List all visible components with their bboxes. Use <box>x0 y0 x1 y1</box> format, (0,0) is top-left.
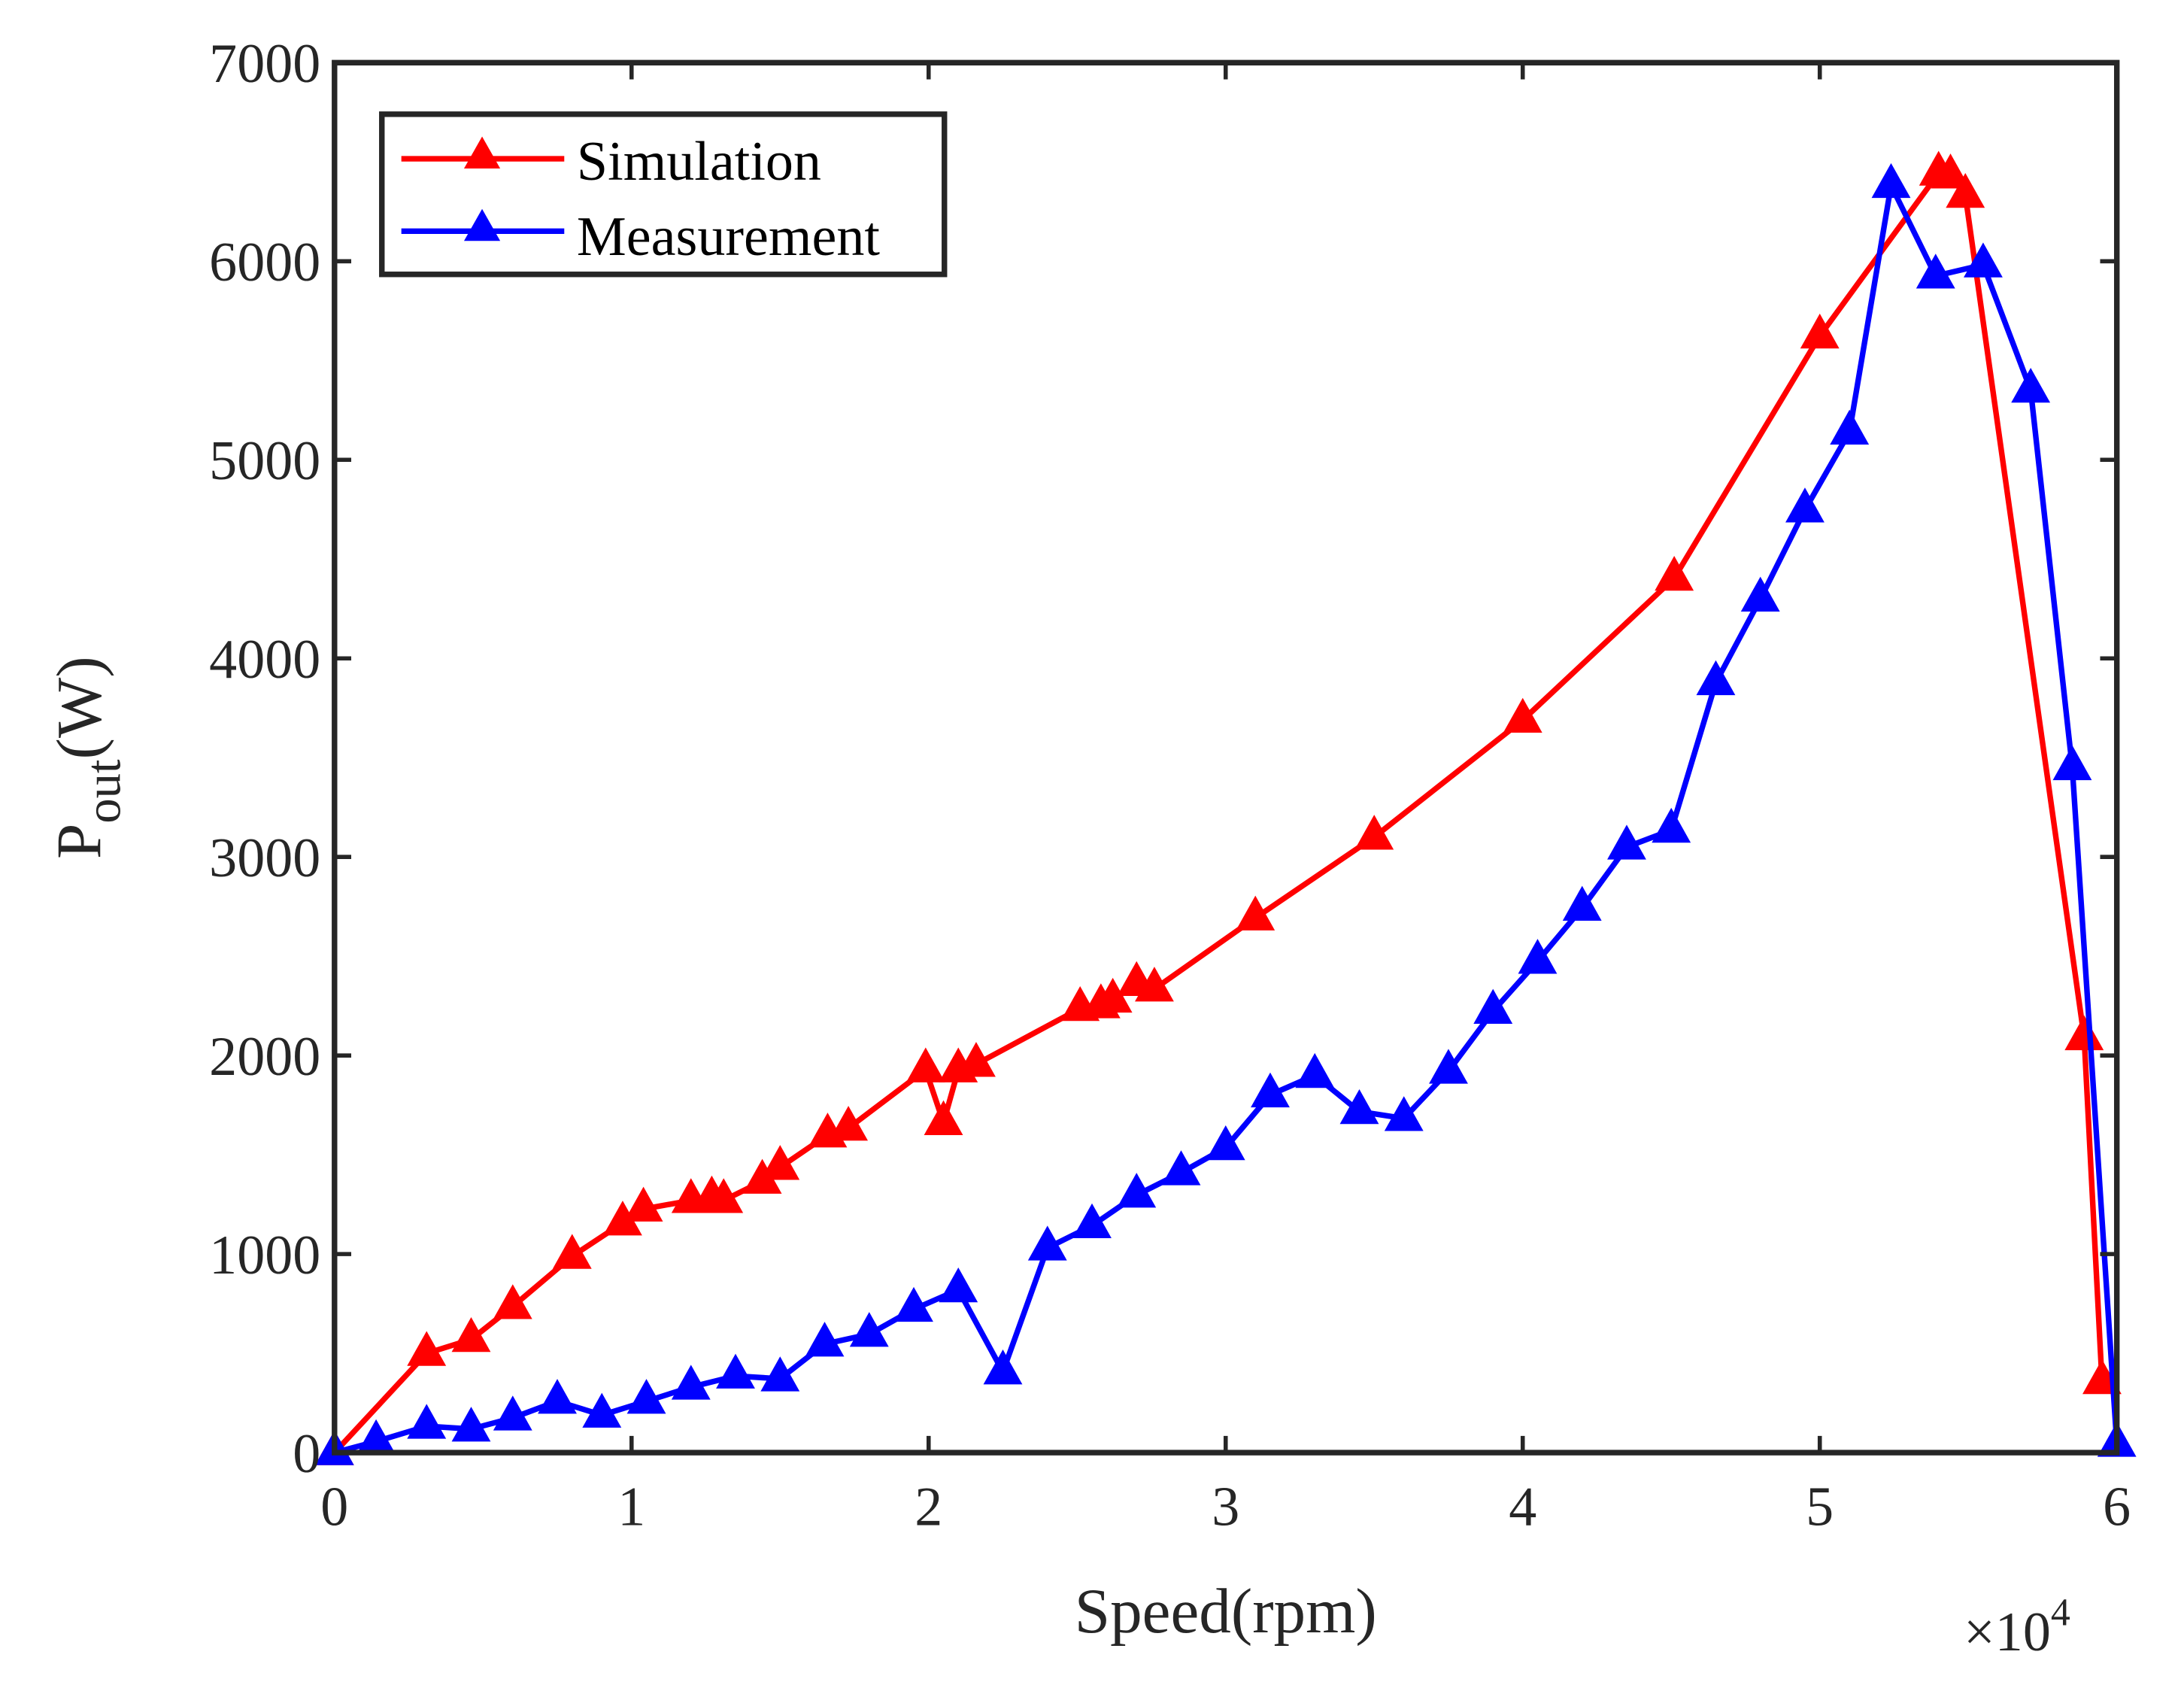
data-point-measurement <box>2052 745 2092 781</box>
y-tick-label: 6000 <box>209 232 320 293</box>
data-point-measurement <box>1384 1096 1424 1131</box>
data-point-simulation <box>493 1284 532 1319</box>
data-point-measurement <box>894 1286 933 1322</box>
series-line-measurement <box>333 182 2120 1456</box>
data-point-simulation <box>704 1178 744 1213</box>
data-point-simulation <box>742 1158 782 1194</box>
data-point-measurement <box>407 1404 447 1439</box>
legend-label-measurement: Measurement <box>577 206 880 268</box>
data-point-simulation <box>1135 967 1174 1002</box>
data-point-measurement <box>626 1379 666 1414</box>
y-tick-label: 4000 <box>209 629 320 691</box>
data-point-simulation <box>623 1186 663 1222</box>
data-point-measurement <box>983 1349 1023 1385</box>
legend-box <box>379 111 948 278</box>
data-point-measurement <box>2011 367 2051 403</box>
data-point-measurement <box>1785 487 1825 523</box>
data-point-measurement <box>671 1365 711 1400</box>
y-tick-label: 5000 <box>209 430 320 492</box>
data-point-simulation <box>829 1106 869 1141</box>
y-tick-label: 3000 <box>209 827 320 889</box>
data-point-simulation <box>957 1042 996 1077</box>
data-point-measurement <box>1696 660 1736 696</box>
data-point-simulation <box>1946 173 1985 208</box>
data-point-simulation <box>407 1331 447 1366</box>
data-point-measurement <box>805 1322 845 1357</box>
data-point-measurement <box>1251 1072 1290 1108</box>
data-point-simulation <box>905 1047 945 1082</box>
data-point-measurement <box>1473 988 1513 1024</box>
data-point-measurement <box>538 1379 577 1414</box>
series-line-simulation <box>332 170 2105 1455</box>
x-tick-label: 5 <box>1806 1476 1834 1538</box>
data-point-measurement <box>760 1356 800 1392</box>
x-tick-label: 2 <box>915 1476 942 1538</box>
data-point-measurement <box>1562 885 1602 921</box>
legend-marker-measurement <box>463 208 501 241</box>
x-tick-label: 3 <box>1212 1476 1239 1538</box>
data-point-measurement <box>939 1268 978 1303</box>
data-point-measurement <box>1072 1203 1112 1239</box>
data-point-measurement <box>356 1419 396 1454</box>
data-point-simulation <box>1503 697 1542 733</box>
data-point-simulation <box>924 1100 963 1136</box>
y-tick-label: 7000 <box>209 33 320 95</box>
data-point-simulation <box>552 1234 592 1269</box>
data-point-measurement <box>1206 1125 1245 1161</box>
x-tick-label: 6 <box>2103 1476 2131 1538</box>
data-point-measurement <box>1871 162 1911 199</box>
data-point-measurement <box>716 1353 755 1389</box>
data-point-simulation <box>451 1317 491 1353</box>
data-point-measurement <box>1964 242 2003 278</box>
data-point-measurement <box>849 1312 889 1347</box>
data-point-measurement <box>1916 254 1955 289</box>
data-point-measurement <box>1830 409 1870 445</box>
y-tick-label: 2000 <box>209 1026 320 1088</box>
x-tick-label: 4 <box>1509 1476 1536 1538</box>
data-point-measurement <box>451 1407 491 1442</box>
data-point-measurement <box>1295 1052 1335 1088</box>
series-measurement <box>314 162 2137 1465</box>
x-axis-label: Speed(rpm) <box>1075 1576 1377 1647</box>
y-axis-label: Pout(W) <box>44 656 132 859</box>
x-tick-label: 0 <box>320 1476 348 1538</box>
data-point-measurement <box>1429 1049 1468 1084</box>
x-tick-label: 1 <box>617 1476 645 1538</box>
data-point-measurement <box>1652 807 1691 843</box>
data-point-simulation <box>1236 895 1276 931</box>
data-point-measurement <box>1740 576 1780 612</box>
data-point-measurement <box>1607 824 1646 860</box>
data-point-measurement <box>1027 1225 1067 1261</box>
data-point-simulation <box>1354 815 1394 850</box>
data-point-simulation <box>760 1145 800 1180</box>
data-point-measurement <box>1117 1173 1157 1208</box>
x-multiplier: ×104 <box>1964 1592 2070 1663</box>
data-point-simulation <box>1093 977 1133 1013</box>
data-point-measurement <box>1339 1088 1379 1125</box>
data-point-simulation <box>1655 555 1694 591</box>
data-point-measurement <box>493 1395 532 1431</box>
data-point-simulation <box>2064 1015 2104 1051</box>
data-point-measurement <box>1518 939 1558 974</box>
data-point-measurement <box>582 1392 622 1428</box>
data-point-measurement <box>1161 1150 1201 1186</box>
data-point-simulation <box>603 1201 642 1236</box>
legend: Simulation Measurement <box>379 111 948 278</box>
data-point-simulation <box>1931 153 1970 189</box>
series-simulation <box>314 150 2122 1465</box>
legend-marker-simulation <box>463 136 501 169</box>
y-tick-label: 0 <box>293 1423 320 1485</box>
data-point-simulation <box>1800 313 1840 349</box>
legend-label-simulation: Simulation <box>577 131 821 193</box>
y-tick-label: 1000 <box>209 1225 320 1286</box>
